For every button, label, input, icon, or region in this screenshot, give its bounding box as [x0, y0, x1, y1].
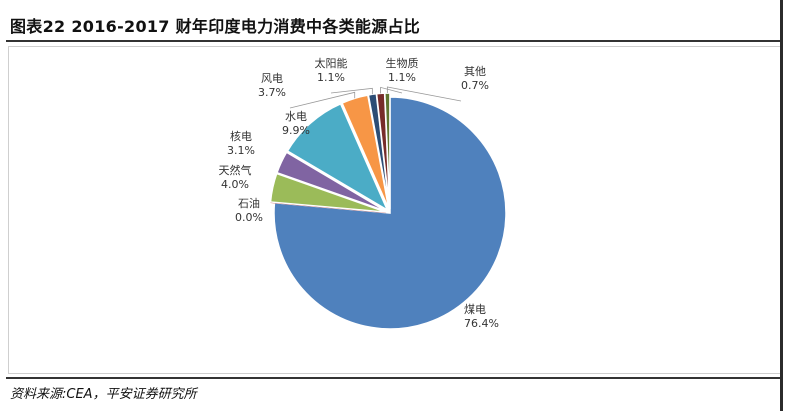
slice-label-name: 生物质 [386, 56, 419, 70]
data-label: 水电9.9% [282, 110, 310, 137]
page-right-border [780, 0, 783, 411]
data-label: 核电3.1% [227, 129, 255, 157]
slice-label-name: 太阳能 [315, 56, 348, 70]
slice-coal [273, 96, 507, 330]
slice-label-value: 0.0% [235, 211, 263, 224]
slice-label-name: 水电 [285, 110, 307, 123]
slice-label-value: 3.1% [227, 144, 255, 157]
leader-line [380, 86, 403, 94]
header-divider [6, 40, 782, 42]
source-note: 资料来源:CEA，平安证券研究所 [10, 387, 197, 402]
slice-label-value: 76.4% [464, 317, 499, 330]
slice-label-name: 风电 [261, 72, 283, 85]
slice-label-value: 4.0% [221, 178, 249, 191]
figure-header: 图表22 2016-2017 财年印度电力消费中各类能源占比 [0, 0, 782, 44]
leader-line [330, 87, 373, 95]
slice-gas [269, 172, 387, 213]
slice-label-value: 3.7% [258, 86, 286, 99]
data-label: 石油0.0% [235, 196, 263, 224]
slice-label-name: 煤电 [464, 303, 486, 316]
slice-nuclear [276, 151, 387, 213]
slice-label-value: 0.7% [461, 79, 489, 92]
figure-title: 图表22 2016-2017 财年印度电力消费中各类能源占比 [10, 17, 421, 36]
chart-area: 煤电 76.4% 石油 0.0% 天然气 4.0% 核电 3.1% 水电 9.9% 风电 3.7% 太阳… [8, 46, 782, 374]
slice-label-name: 天然气 [219, 163, 252, 177]
slice-label-value: 9.9% [282, 124, 310, 137]
slice-label-name: 核电 [230, 129, 252, 143]
data-label: 其他0.7% [461, 65, 489, 92]
slice-label-value: 1.1% [388, 71, 416, 84]
slice-label-name: 其他 [464, 65, 486, 78]
slice-hydro [286, 102, 389, 212]
slice-label-value: 1.1% [317, 71, 345, 84]
footer-divider [6, 377, 782, 379]
leader-line [386, 86, 462, 102]
leader-line [289, 91, 356, 109]
slice-label-name: 石油 [238, 196, 260, 210]
data-label: 风电3.7% [258, 72, 286, 99]
